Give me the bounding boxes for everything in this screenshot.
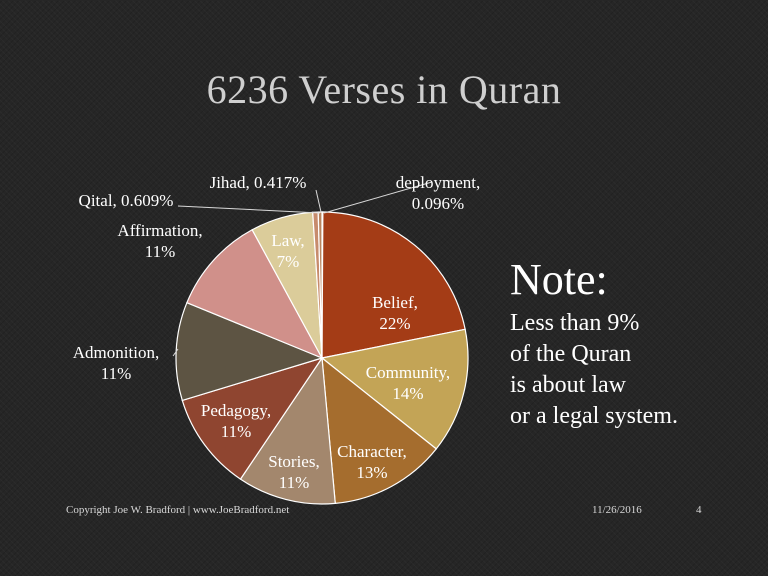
pie-slice-pedagogy <box>181 356 324 480</box>
pie-label-pedagogy: Pedagogy, 11% <box>201 401 271 441</box>
pie-label-community: Community, 14% <box>366 363 450 403</box>
note-line-3: is about law <box>510 372 626 398</box>
pie-label-belief: Belief, 22% <box>372 293 418 333</box>
note-heading: Note: <box>510 255 608 304</box>
pie-label-jihad: Jihad, 0.417% <box>210 173 307 192</box>
leader-line-jihad <box>315 189 322 213</box>
pie-label-admonition: Admonition, 11% <box>73 343 159 383</box>
leader-line-qital <box>177 205 321 214</box>
pie-slice-character <box>321 356 438 505</box>
pie-label-qital: Qital, 0.609% <box>79 191 174 210</box>
pie-label-stories: Stories, 11% <box>268 452 319 492</box>
pie-label-deployment: deployment, 0.096% <box>396 173 481 213</box>
page-title: 6236 Verses in Quran <box>206 67 562 112</box>
leader-line-admonition <box>172 348 179 357</box>
pie-label-character: Character, 13% <box>337 442 407 482</box>
pie-slice-stories <box>239 356 336 505</box>
footer-copyright: Copyright Joe W. Bradford | www.JoeBradf… <box>66 504 290 516</box>
pie-slice-community <box>320 328 469 450</box>
pie-label-affirmation: Affirmation, 11% <box>117 221 202 261</box>
leader-line-deployment <box>323 181 433 214</box>
note-line-1: Less than 9% <box>510 310 640 336</box>
footer-page-number: 4 <box>696 504 702 516</box>
note-line-4: or a legal system. <box>510 403 678 429</box>
pie-slice-belief <box>321 211 466 359</box>
note-line-2: of the Quran <box>510 341 632 367</box>
pie-label-law: Law, 7% <box>271 231 304 271</box>
footer-date: 11/26/2016 <box>592 504 642 516</box>
pie-slice-jihad <box>317 211 323 359</box>
pie-slice-affirmation <box>186 228 324 360</box>
